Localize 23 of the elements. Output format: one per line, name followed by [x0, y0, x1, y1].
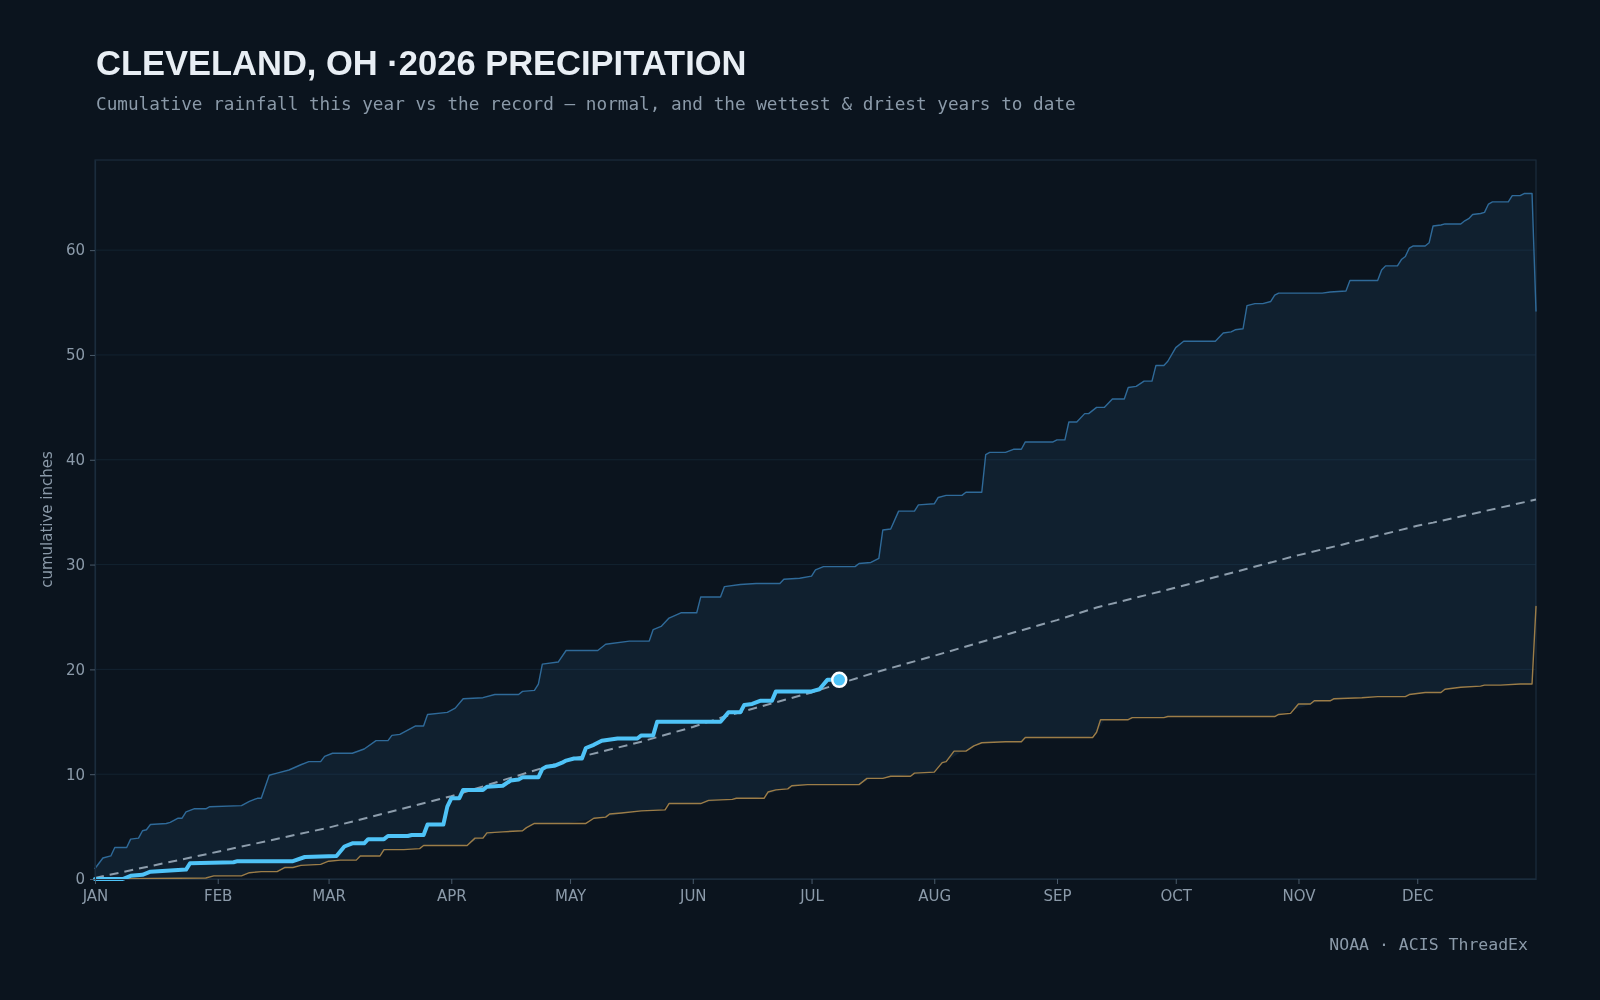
- x-tick-label: OCT: [1160, 886, 1193, 905]
- y-tick-label: 50: [65, 346, 85, 365]
- chart-title: CLEVELAND, OH ·2026 PRECIPITATION: [96, 44, 747, 82]
- x-tick-label: DEC: [1401, 886, 1434, 905]
- chart-subtitle: Cumulative rainfall this year vs the record — normal, and the wettest & driest years to date: [96, 94, 1076, 114]
- y-tick-label: 10: [65, 765, 85, 784]
- x-tick-label: SEP: [1043, 886, 1072, 905]
- x-tick-label: FEB: [204, 886, 233, 905]
- x-tick-label: APR: [436, 886, 467, 905]
- y-tick-label: 60: [65, 241, 85, 260]
- y-axis-title: cumulative inches: [38, 451, 56, 588]
- y-tick-label: 30: [65, 555, 85, 574]
- y-tick-label: 40: [65, 451, 85, 470]
- text: NOAA · ACIS ThreadEx: [1329, 935, 1529, 954]
- x-tick-label: JAN: [81, 886, 109, 905]
- x-tick-label: JUL: [799, 886, 825, 905]
- y-tick-label: 20: [65, 660, 85, 679]
- x-tick-label: MAR: [312, 886, 346, 905]
- x-tick-label: AUG: [918, 886, 952, 905]
- x-tick-label: JUN: [678, 886, 707, 905]
- y-tick-label: 0: [75, 870, 85, 889]
- x-tick-label: MAY: [554, 886, 587, 905]
- x-tick-label: NOV: [1282, 886, 1317, 905]
